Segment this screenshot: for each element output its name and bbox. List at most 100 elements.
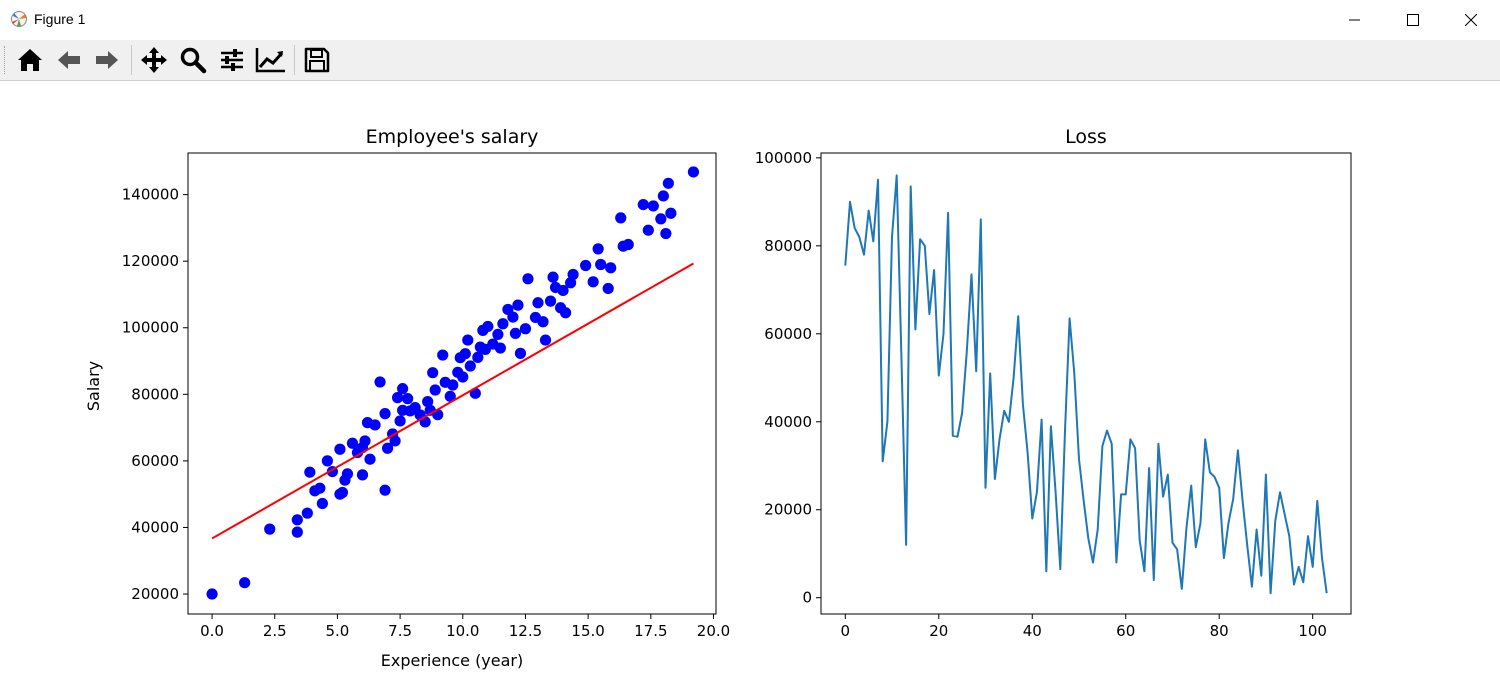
loss-x-tick-label: 80 (1210, 622, 1229, 640)
salary-data-point (364, 453, 376, 465)
pan-button[interactable] (138, 44, 170, 76)
loss-y-tick-label: 0 (802, 589, 812, 607)
salary-axes-frame (187, 152, 717, 615)
salary-data-point (379, 484, 391, 496)
salary-chart-title: Employee's salary (366, 126, 539, 148)
salary-data-point (379, 408, 391, 420)
salary-x-tick-label: 5.0 (325, 622, 349, 640)
salary-data-point (544, 295, 557, 307)
salary-x-tick-label: 15.0 (571, 622, 604, 640)
salary-data-point (459, 348, 471, 360)
salary-x-tick-label: 17.5 (634, 622, 667, 640)
salary-data-point (472, 351, 484, 363)
salary-data-point (206, 588, 218, 600)
forward-button[interactable] (91, 44, 123, 76)
maximize-button[interactable] (1384, 0, 1442, 40)
salary-scatter-plot: Employee's salary Experience (year) Sala… (84, 126, 730, 670)
salary-data-point (512, 299, 524, 311)
minimize-button[interactable] (1326, 0, 1384, 40)
salary-data-point (509, 327, 522, 340)
salary-x-tick-label: 10.0 (446, 622, 479, 640)
salary-data-point (537, 316, 549, 328)
salary-data-point (464, 360, 476, 372)
salary-data-point (665, 207, 677, 219)
salary-data-point (519, 323, 532, 335)
loss-x-tick-label: 100 (1298, 622, 1327, 640)
salary-data-point (514, 347, 527, 359)
salary-y-tick-label: 80000 (131, 385, 179, 403)
toolbar-separator (294, 45, 295, 75)
salary-data-point (615, 212, 627, 224)
salary-data-point (592, 243, 604, 255)
salary-data-point (239, 577, 251, 589)
minimize-icon (1349, 19, 1360, 21)
salary-data-point (622, 238, 634, 251)
loss-x-tick-label: 20 (929, 622, 948, 640)
window-titlebar: Figure 1 (0, 0, 1500, 40)
toolbar-grip (4, 46, 7, 74)
salary-data-point (602, 282, 614, 295)
salary-data-point (321, 455, 333, 467)
salary-x-tick-label: 12.5 (509, 622, 542, 640)
home-icon (18, 49, 42, 71)
salary-data-point (637, 198, 649, 211)
salary-data-point (422, 396, 434, 408)
salary-x-axis-label: Experience (year) (381, 651, 524, 670)
salary-data-point (567, 268, 579, 281)
salary-data-point (304, 466, 316, 478)
salary-data-point (402, 393, 414, 405)
close-button[interactable] (1442, 0, 1500, 40)
loss-series-line (844, 174, 1328, 595)
salary-x-tick-label: 7.5 (388, 622, 412, 640)
salary-data-point (369, 419, 381, 431)
salary-x-tick-label: 2.5 (263, 622, 287, 640)
home-button[interactable] (14, 44, 46, 76)
loss-line-plot: Loss 0 20 40 60 80 100 0 20000 40000 60000 80000 10… (755, 126, 1352, 640)
salary-data-point (429, 384, 441, 396)
salary-data-point (374, 376, 386, 388)
salary-data-point (507, 311, 519, 323)
salary-data-point (264, 523, 276, 535)
salary-data-point (356, 469, 369, 481)
arrow-left-icon (58, 51, 80, 69)
move-icon (141, 47, 167, 73)
salary-data-point (657, 190, 669, 202)
salary-y-tick-label: 140000 (122, 186, 179, 204)
salary-data-point (389, 435, 401, 447)
loss-x-tick-label: 40 (1023, 622, 1042, 640)
salary-data-point (687, 166, 700, 178)
salary-data-point (394, 415, 406, 427)
salary-y-tick-label: 20000 (131, 585, 179, 603)
edit-axis-button[interactable] (255, 44, 287, 76)
loss-y-tick-label: 80000 (764, 237, 812, 255)
salary-data-point (314, 482, 326, 494)
salary-data-point (547, 271, 559, 283)
salary-y-tick-label: 120000 (122, 252, 179, 270)
salary-data-point (462, 334, 474, 346)
zoom-button[interactable] (177, 44, 209, 76)
salary-data-point (595, 258, 607, 271)
salary-data-point (391, 392, 404, 404)
salary-data-point (437, 349, 449, 361)
floppy-disk-icon (304, 47, 330, 73)
salary-data-point (457, 371, 469, 383)
loss-y-tick-label: 40000 (764, 413, 812, 431)
salary-y-tick-label: 40000 (131, 518, 179, 536)
salary-data-point (605, 262, 617, 274)
salary-data-point (587, 276, 599, 288)
salary-data-point (291, 526, 303, 538)
window-title: Figure 1 (34, 11, 86, 27)
back-button[interactable] (53, 44, 85, 76)
figure-canvas: Employee's salary Experience (year) Sala… (84, 126, 1352, 670)
salary-y-tick-label: 60000 (131, 452, 179, 470)
salary-data-point (381, 442, 394, 454)
save-button[interactable] (301, 44, 333, 76)
configure-subplots-button[interactable] (216, 44, 248, 76)
salary-data-point (444, 390, 456, 402)
loss-y-tick-label: 60000 (764, 325, 812, 343)
regression-line (211, 262, 694, 540)
loss-chart-title: Loss (1065, 126, 1107, 148)
arrow-right-icon (96, 51, 118, 69)
salary-data-point (655, 213, 667, 225)
loss-x-tick-label: 60 (1116, 622, 1135, 640)
